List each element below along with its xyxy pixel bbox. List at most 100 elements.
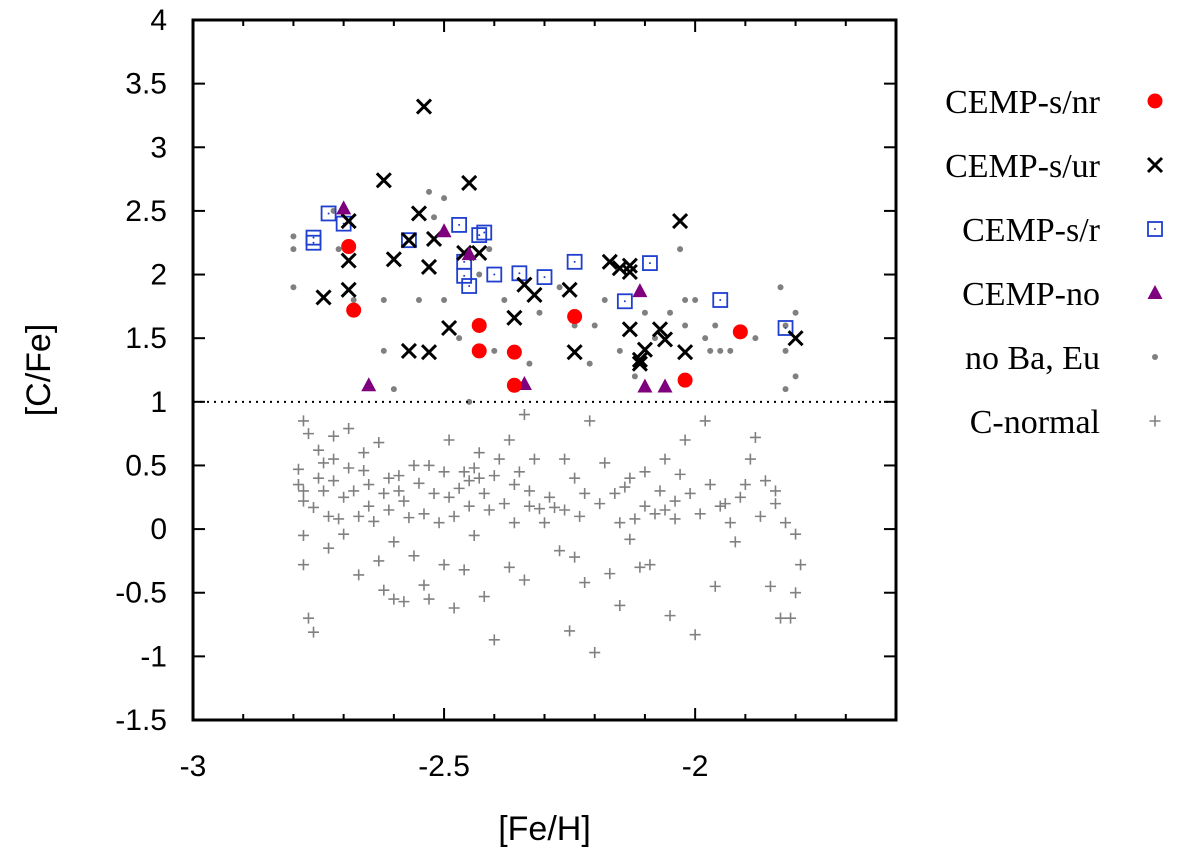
point-cemp-s-ur [636, 341, 653, 358]
y-tick-label: -1.5 [115, 704, 167, 737]
point-cemp-s-ur [672, 213, 689, 230]
point-c-normal [408, 459, 420, 471]
point-no-ba-eu [591, 322, 598, 329]
point-cemp-s-r [777, 320, 794, 336]
point-c-normal [518, 574, 530, 586]
point-cemp-s-ur-stroke [526, 286, 543, 303]
point-c-normal [468, 462, 480, 474]
point-c-normal [679, 434, 691, 446]
point-c-normal [584, 415, 596, 427]
point-cemp-s-ur-stroke [420, 344, 438, 361]
point-cemp-s-r-box [777, 320, 794, 336]
point-c-normal [292, 463, 304, 475]
point-cemp-s-r-box [536, 269, 553, 285]
series-cemp-s-nr [341, 239, 748, 393]
point-cemp-s-ur [621, 321, 638, 338]
point-cemp-s-ur [441, 319, 458, 337]
point-c-normal [574, 510, 586, 522]
point-cemp-s-ur-stroke [601, 253, 618, 270]
point-c-normal [493, 453, 505, 465]
point-c-normal [564, 625, 576, 637]
point-cemp-s-r-dot [784, 327, 787, 329]
point-c-normal [533, 503, 545, 515]
point-c-normal [614, 599, 626, 611]
point-c-normal [785, 612, 797, 624]
point-c-normal [629, 513, 641, 525]
point-cemp-s-ur-stroke [340, 281, 357, 298]
point-c-normal [639, 466, 651, 478]
point-cemp-s-ur-stroke [415, 98, 433, 115]
point-c-normal [790, 528, 802, 540]
point-c-normal [739, 479, 751, 491]
point-cemp-s-nr [346, 302, 362, 318]
point-cemp-s-ur [415, 98, 433, 115]
point-cemp-no [632, 283, 648, 298]
point-c-normal [343, 462, 355, 474]
point-cemp-s-nr [732, 324, 748, 340]
point-cemp-s-r-box [486, 266, 503, 283]
point-c-normal [343, 423, 355, 435]
point-cemp-s-ur-stroke [621, 321, 638, 338]
point-cemp-s-r-dot [543, 276, 546, 279]
point-c-normal [323, 542, 335, 554]
point-c-normal [483, 504, 495, 516]
point-c-normal [428, 487, 440, 499]
point-c-normal [704, 479, 716, 491]
point-cemp-s-r [536, 269, 553, 285]
point-cemp-s-nr [506, 377, 522, 393]
point-c-normal [363, 479, 375, 491]
point-c-normal [659, 453, 671, 465]
point-c-normal [297, 559, 309, 571]
y-tick-label: -0.5 [115, 577, 167, 610]
point-c-normal [544, 491, 556, 503]
y-tick-label: 3 [150, 131, 167, 164]
point-c-normal [353, 510, 365, 522]
legend-marker-no-ba-eu [1152, 354, 1158, 360]
x-tick-label: -2 [682, 750, 709, 783]
point-c-normal [383, 504, 395, 516]
point-c-normal [398, 596, 410, 608]
legend-marker-cemp-s-r [1147, 221, 1163, 237]
point-c-normal [790, 587, 802, 599]
point-c-normal [549, 501, 561, 513]
point-cemp-s-ur [506, 309, 523, 326]
point-c-normal [423, 593, 435, 605]
point-c-normal [744, 453, 756, 465]
point-c-normal [614, 517, 626, 529]
point-no-ba-eu [476, 271, 483, 278]
point-no-ba-eu [456, 335, 463, 342]
point-c-normal [539, 517, 550, 529]
point-cemp-s-ur-stroke [566, 344, 583, 361]
point-c-normal [674, 468, 686, 480]
point-c-normal [569, 551, 581, 563]
point-no-ba-eu [431, 214, 438, 221]
point-c-normal [624, 533, 636, 545]
point-c-normal [358, 447, 370, 459]
point-c-normal [353, 569, 365, 581]
point-c-normal [619, 481, 631, 493]
point-no-ba-eu [616, 347, 623, 354]
point-c-normal [624, 472, 636, 484]
x-tick-label: -2.5 [418, 750, 470, 783]
point-c-normal [719, 498, 731, 510]
point-c-normal [388, 593, 400, 605]
legend-label-cemp-s-r: CEMP-s/r [962, 212, 1101, 249]
point-c-normal [503, 434, 515, 446]
point-c-normal [724, 517, 736, 529]
point-c-normal [323, 510, 335, 522]
legend-marker-c-normal [1149, 415, 1161, 427]
point-no-ba-eu [501, 297, 508, 303]
point-no-ba-eu [777, 284, 784, 291]
point-no-ba-eu [335, 246, 342, 253]
y-tick-label: 4 [150, 4, 167, 37]
point-no-ba-eu [586, 360, 593, 367]
point-no-ba-eu [677, 246, 684, 253]
point-c-normal [448, 602, 460, 614]
point-c-normal [398, 495, 410, 507]
point-c-normal [769, 485, 781, 497]
point-cemp-s-r-box [305, 234, 322, 251]
point-cemp-s-r-dot [463, 260, 466, 263]
point-cemp-s-ur [340, 213, 357, 230]
point-c-normal [302, 612, 314, 624]
point-no-ba-eu [752, 335, 759, 342]
